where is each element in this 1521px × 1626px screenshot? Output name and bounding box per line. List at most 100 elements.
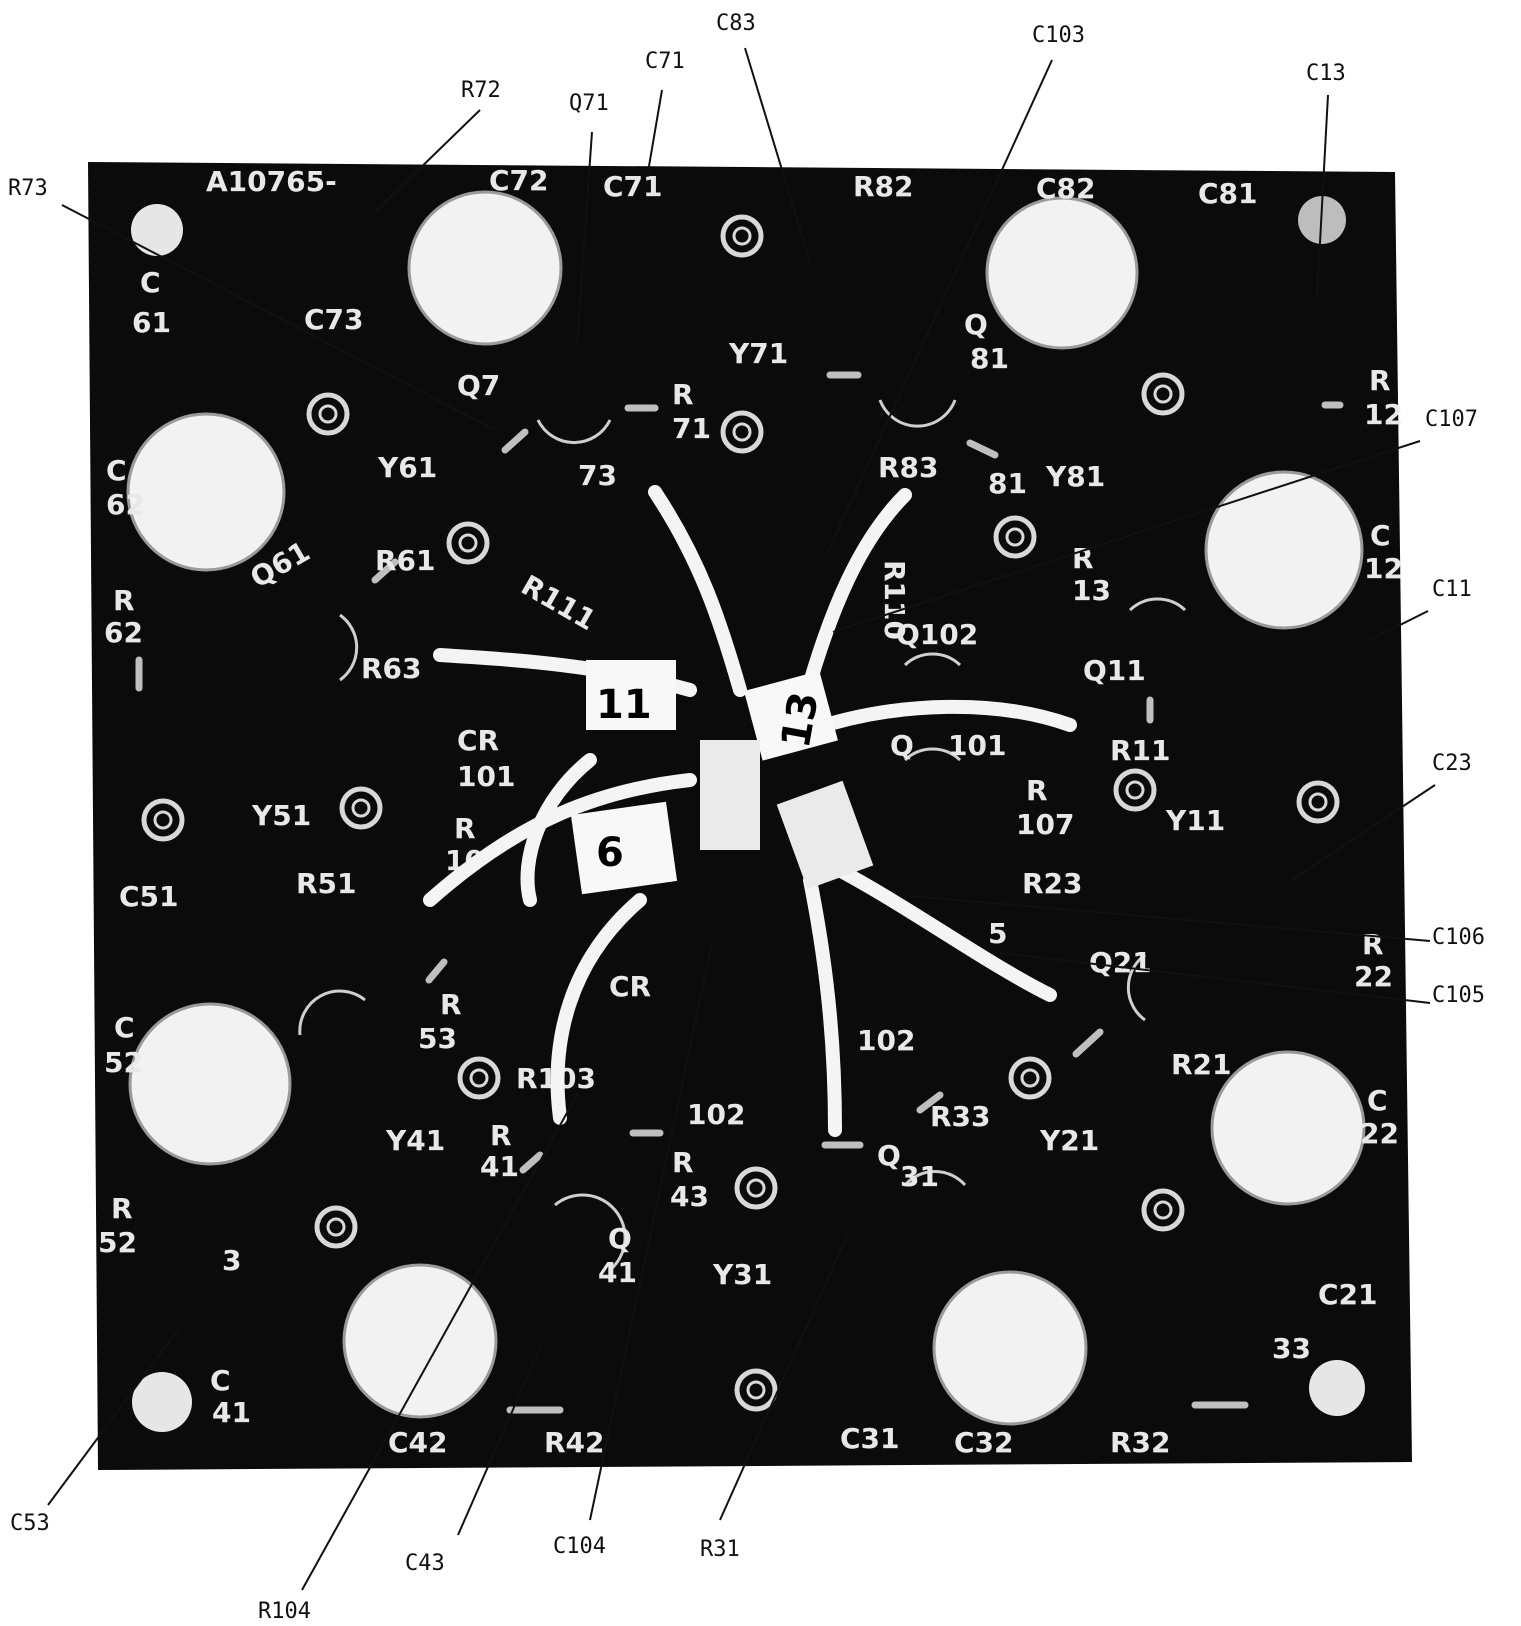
callout-label-c103: C103 (1032, 23, 1085, 48)
leader-c105 (999, 952, 1431, 1004)
leader-c11 (1369, 610, 1429, 641)
leader-r72 (374, 109, 481, 213)
silk-label: C81 (1198, 177, 1258, 210)
wire-tag-6 (570, 801, 678, 895)
silk-label: C (1367, 1084, 1388, 1117)
leader-c83 (744, 47, 811, 263)
leader-r104 (301, 1092, 579, 1591)
callout-label-r31: R31 (700, 1537, 740, 1562)
silk-label: C72 (489, 164, 549, 197)
silk-label: C73 (304, 303, 364, 336)
crystal-can-y51 (128, 1002, 292, 1166)
silk-label: R (1369, 364, 1391, 397)
leader-c103 (827, 59, 1053, 553)
silk-label: R32 (1110, 1426, 1171, 1459)
silk-label: 102 (857, 1024, 915, 1057)
crystal-can-y31 (932, 1270, 1088, 1426)
circuit-board: A10765- C72 C71 R82 C82 C81 C 61 C73 Q7 … (88, 162, 1412, 1470)
silk-label: C (114, 1011, 135, 1044)
silk-label: R (113, 584, 135, 617)
callout-label-c13: C13 (1306, 61, 1346, 86)
silk-label: R11 (1110, 734, 1171, 767)
callout-label-c106: C106 (1432, 925, 1485, 950)
silk-label: R42 (544, 1426, 605, 1459)
crystal-can-y41 (342, 1263, 498, 1419)
silk-label: R (1072, 542, 1094, 575)
silk-label: R63 (361, 652, 422, 685)
crystal-cans (126, 190, 1366, 1426)
silk-label: Y51 (251, 799, 311, 832)
silk-label: 71 (672, 412, 711, 445)
silk-label: 13 (1072, 574, 1111, 607)
silk-label: C82 (1036, 172, 1096, 205)
silk-label: Y61 (377, 451, 437, 484)
callout-labels: R73 R72 Q71 C71 C83 C103 C13 C107 C11 C2… (8, 11, 1485, 1624)
silk-label: 52 (104, 1046, 143, 1079)
transistor-outlines (298, 399, 1187, 1272)
leader-c104 (589, 942, 713, 1521)
silk-label: R (672, 378, 694, 411)
silk-label: R (454, 812, 476, 845)
callout-label-r72: R72 (461, 78, 501, 103)
silk-label: Q (890, 729, 914, 762)
crystal-can-y21 (1210, 1050, 1366, 1206)
callout-label-r104: R104 (258, 1599, 311, 1624)
silkscreen-labels: A10765- C72 C71 R82 C82 C81 C 61 C73 Q7 … (98, 164, 1403, 1459)
silk-label: Q (608, 1222, 632, 1255)
silk-label: R21 (1171, 1048, 1232, 1081)
silk-label: R110 (878, 560, 911, 640)
silk-label: Q21 (1089, 946, 1152, 979)
silk-label: C32 (954, 1426, 1014, 1459)
silk-label: 62 (106, 488, 145, 521)
silk-label: 3 (222, 1244, 241, 1277)
callout-label-c105: C105 (1432, 983, 1485, 1008)
silk-label: 62 (104, 616, 143, 649)
leader-c53 (47, 1329, 179, 1506)
silk-label: 22 (1360, 1117, 1399, 1150)
silk-label: 22 (1354, 960, 1393, 993)
silk-label: Y81 (1045, 460, 1105, 493)
callout-label-c107: C107 (1425, 407, 1478, 432)
silk-label: R83 (878, 451, 939, 484)
silk-label: 31 (900, 1160, 939, 1193)
callout-label-c43: C43 (405, 1551, 445, 1576)
callout-label-c83: C83 (716, 11, 756, 36)
silk-label: 5 (988, 917, 1007, 950)
silk-label: R82 (853, 170, 914, 203)
leader-r31 (719, 1235, 848, 1521)
silk-label: 73 (578, 459, 617, 492)
small-components (135, 371, 1344, 1414)
leader-r73 (61, 204, 496, 431)
silk-label: CR (609, 970, 651, 1003)
silk-label: 101 (457, 760, 515, 793)
silk-label: R (440, 988, 462, 1021)
silk-label: R51 (296, 867, 357, 900)
silk-label: 81 (988, 467, 1027, 500)
silk-label: R33 (930, 1100, 991, 1133)
crystal-can-y61 (126, 412, 286, 572)
wire-tags: 11 13 6 (570, 660, 874, 895)
wire-harness (423, 485, 1077, 1137)
silk-label: Y11 (1165, 804, 1225, 837)
callout-label-c53: C53 (10, 1511, 50, 1536)
leader-c71 (647, 89, 663, 173)
crystal-can-y81 (985, 196, 1139, 350)
silk-label: C42 (388, 1426, 448, 1459)
silk-label: R (1026, 774, 1048, 807)
wire-tag-11 (586, 660, 676, 730)
silk-label: 107 (1016, 808, 1074, 841)
silk-label: 33 (1272, 1332, 1311, 1365)
silk-label: Q102 (896, 618, 978, 651)
silk-label: Q7 (457, 369, 500, 402)
silk-label: C21 (1318, 1278, 1378, 1311)
silk-label: Y21 (1039, 1124, 1099, 1157)
callout-label-c11: C11 (1432, 577, 1472, 602)
silk-label: C (106, 454, 127, 487)
callout-label-c23: C23 (1432, 751, 1472, 776)
silk-label: 41 (480, 1150, 519, 1183)
silk-label: R (490, 1119, 512, 1152)
silk-label: CR (457, 724, 499, 757)
silk-label: C (140, 266, 161, 299)
callout-leaders (47, 47, 1436, 1591)
crystal-can-y11 (1204, 470, 1364, 630)
